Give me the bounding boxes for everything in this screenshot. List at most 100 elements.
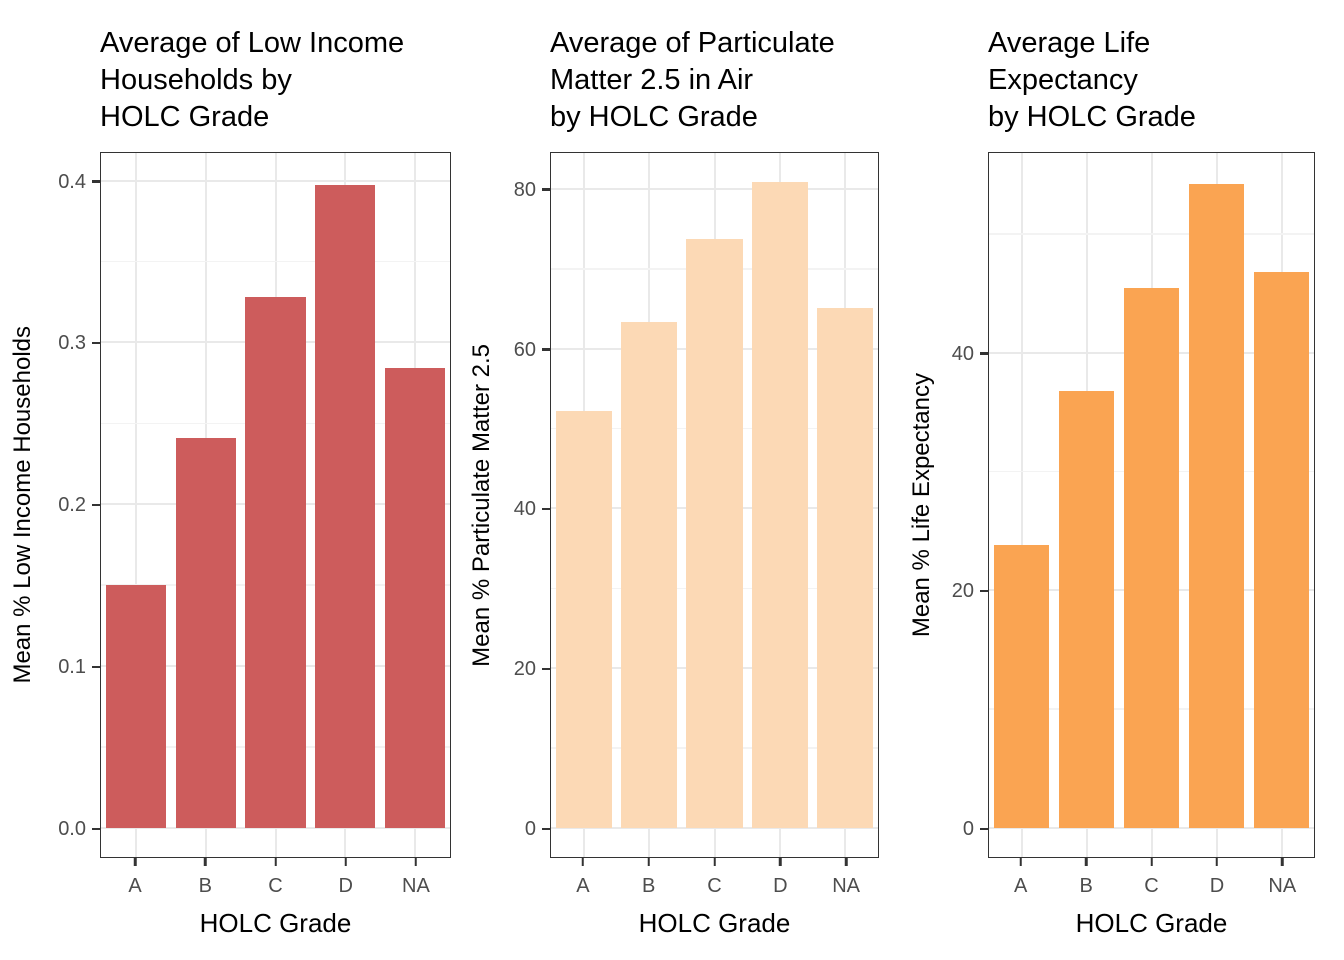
- gridline-minor: [101, 260, 450, 263]
- gridline-major: [551, 187, 878, 190]
- y-tick-mark: [542, 188, 550, 191]
- y-axis-title: Mean % Particulate Matter 2.5: [468, 343, 495, 667]
- y-tick-label: 20: [951, 580, 974, 603]
- x-tick-mark: [344, 858, 347, 866]
- y-tick-label: 40: [951, 342, 974, 365]
- y-tick-mark: [92, 827, 100, 830]
- x-tick-label: B: [1079, 875, 1093, 897]
- y-axis-title: Mean % Low Income Households: [9, 326, 36, 684]
- x-axis-tick-marks: [550, 858, 879, 867]
- bar-C: [1123, 288, 1180, 828]
- y-tick-label: 80: [513, 178, 536, 201]
- bar-D: [1188, 183, 1245, 828]
- x-tick-mark: [844, 858, 848, 866]
- bar-C: [686, 239, 743, 828]
- gridline-major: [101, 179, 450, 182]
- y-tick-mark: [92, 180, 100, 183]
- x-axis-title: HOLC Grade: [1075, 908, 1228, 938]
- y-tick-mark: [92, 341, 100, 345]
- x-axis: A B C D NA HOLC Grade: [550, 858, 879, 960]
- y-tick-mark: [542, 507, 550, 511]
- x-tick-mark: [1215, 858, 1219, 866]
- chart-title: Average of Particulate Matter 2.5 in Air…: [550, 27, 835, 133]
- x-axis-tick-marks: [100, 858, 451, 867]
- y-tick-label: 0.4: [58, 170, 86, 193]
- y-tick-label: 0.3: [58, 332, 86, 355]
- y-tick-label: 20: [513, 658, 536, 681]
- y-axis-ticks: 0.0 0.1 0.2 0.3 0.4: [46, 152, 100, 858]
- y-tick-label: 40: [513, 498, 536, 521]
- x-tick-label: D: [1209, 875, 1225, 897]
- bar-NA: [385, 368, 446, 828]
- y-tick-mark: [92, 503, 100, 507]
- chart-title: Average Life Expectancy by HOLC Grade: [988, 27, 1196, 133]
- bar-A: [555, 411, 612, 828]
- y-tick-label: 0.1: [58, 656, 86, 679]
- bar-D: [751, 181, 808, 828]
- x-tick-mark: [1150, 858, 1153, 866]
- plot-panel: [550, 152, 879, 858]
- y-tick-mark: [542, 827, 550, 830]
- plot-panel: [100, 152, 451, 858]
- x-tick-label: NA: [402, 875, 430, 897]
- gridline-major: [551, 827, 878, 829]
- x-tick-label: B: [642, 875, 656, 897]
- chart-particulate-matter: Average of Particulate Matter 2.5 in Air…: [459, 0, 899, 960]
- chart-low-income-households: Average of Low Income Households by HOLC…: [0, 0, 459, 960]
- y-axis-ticks: 0 20 40: [945, 152, 988, 858]
- x-axis-tick-labels: A B C D NA: [988, 875, 1315, 898]
- plot-panel: [988, 152, 1315, 858]
- x-axis-title: HOLC Grade: [199, 908, 352, 938]
- x-tick-label: A: [576, 875, 590, 897]
- x-axis-tick-labels: A B C D NA: [100, 875, 451, 898]
- x-axis-tick-marks: [988, 858, 1315, 867]
- bar-A: [105, 585, 166, 828]
- x-axis-title: HOLC Grade: [638, 908, 791, 938]
- x-tick-mark: [779, 858, 782, 866]
- y-axis-title-cell: Mean % Low Income Households: [0, 152, 46, 858]
- y-tick-mark: [542, 667, 550, 671]
- y-tick-mark: [980, 589, 988, 593]
- x-axis: A B C D NA HOLC Grade: [988, 858, 1315, 960]
- bar-B: [175, 437, 236, 828]
- x-tick-mark: [1019, 858, 1022, 866]
- y-axis-title-cell: Mean % Particulate Matter 2.5: [459, 152, 505, 858]
- bar-A: [993, 545, 1050, 828]
- y-tick-mark: [542, 348, 550, 351]
- gridline-vertical: [1020, 153, 1023, 857]
- bar-B: [620, 321, 678, 828]
- y-tick-label: 60: [513, 338, 536, 361]
- bar-C: [245, 297, 306, 828]
- x-tick-label: A: [128, 875, 142, 897]
- chart-title: Average of Low Income Households by HOLC…: [100, 27, 405, 133]
- bar-B: [1058, 390, 1115, 828]
- x-tick-mark: [581, 858, 585, 866]
- x-tick-label: D: [773, 875, 788, 897]
- y-tick-mark: [92, 665, 100, 669]
- x-tick-label: B: [198, 875, 212, 897]
- x-tick-mark: [414, 858, 418, 866]
- y-tick-label: 0: [524, 818, 536, 840]
- chart-life-expectancy: Average Life Expectancy by HOLC Grade Me…: [899, 0, 1344, 960]
- x-tick-label: NA: [1268, 875, 1297, 897]
- x-tick-mark: [1084, 858, 1088, 866]
- bar-NA: [1253, 271, 1310, 828]
- y-axis-ticks: 0 20 40 60 80: [505, 152, 550, 858]
- x-axis: A B C D NA HOLC Grade: [100, 858, 451, 960]
- x-tick-mark: [133, 858, 137, 866]
- y-tick-label: 0.2: [58, 494, 86, 517]
- gridline-major: [101, 827, 450, 829]
- y-tick-mark: [980, 827, 988, 830]
- y-axis-title: Mean % Life Expectancy: [908, 372, 935, 638]
- x-tick-mark: [647, 858, 650, 866]
- x-tick-label: C: [268, 875, 283, 897]
- gridline-major: [989, 827, 1314, 829]
- x-tick-label: C: [1144, 875, 1159, 897]
- x-tick-label: A: [1014, 875, 1028, 897]
- x-tick-label: C: [707, 875, 722, 897]
- bar-NA: [817, 307, 874, 828]
- gridline-minor: [989, 233, 1314, 235]
- y-tick-mark: [980, 352, 988, 355]
- y-tick-label: 0: [962, 818, 974, 840]
